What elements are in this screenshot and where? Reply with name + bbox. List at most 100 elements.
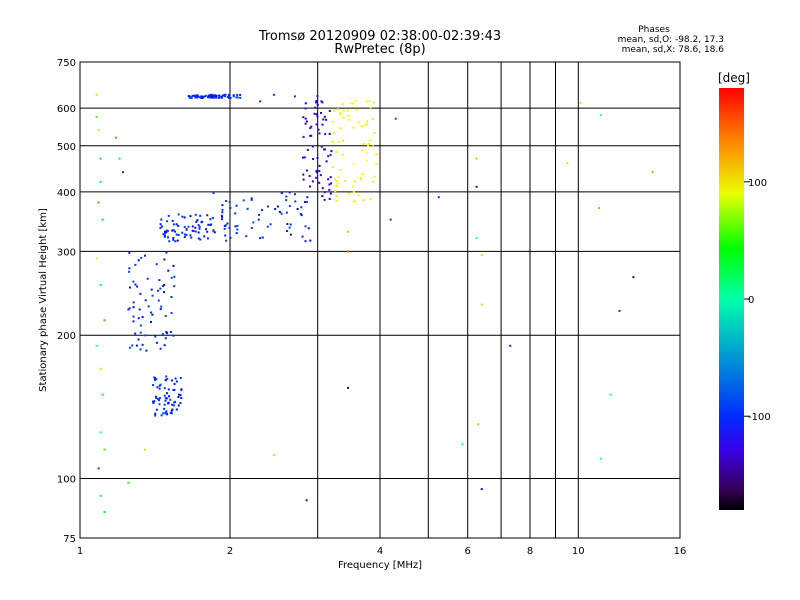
trace-point <box>179 394 182 397</box>
trace-point <box>212 230 215 233</box>
trace-point <box>226 95 229 98</box>
trace-point <box>365 122 368 125</box>
trace-point <box>189 96 192 99</box>
trace-point <box>165 412 168 415</box>
trace-point <box>217 96 220 99</box>
trace-point <box>303 156 306 159</box>
trace-point <box>347 192 350 195</box>
trace-point <box>144 254 146 257</box>
trace-point <box>229 96 232 99</box>
trace-point <box>158 279 161 282</box>
trace-point <box>163 291 165 294</box>
trace-point <box>177 213 180 216</box>
trace-point <box>146 277 149 280</box>
trace-point <box>315 170 318 173</box>
trace-point <box>330 150 333 153</box>
scatter-point <box>599 114 602 117</box>
trace-point <box>139 348 142 351</box>
trace-point <box>225 200 228 202</box>
trace-point <box>362 143 365 145</box>
trace-point <box>169 411 172 414</box>
trace-point <box>339 127 342 130</box>
trace-point <box>168 240 171 243</box>
trace-point <box>250 198 253 201</box>
x-tick-labels: 1 2 4 6 8 10 16 <box>77 546 687 557</box>
trace-point <box>128 307 131 310</box>
chart-subtitle: RwPretec (8p) <box>334 42 425 57</box>
trace-point <box>318 164 321 167</box>
trace-point <box>212 229 215 232</box>
trace-point <box>259 237 262 240</box>
trace-point <box>323 115 326 118</box>
trace-point <box>195 96 198 99</box>
trace-point <box>348 118 351 121</box>
trace-point <box>163 284 166 286</box>
trace-point <box>322 118 325 121</box>
trace-point <box>221 208 224 211</box>
y-tick-label: 200 <box>57 331 76 342</box>
scatter-point <box>99 157 102 160</box>
trace-point <box>306 148 309 151</box>
trace-point <box>167 388 170 391</box>
scatter-point <box>99 367 102 370</box>
trace-point <box>221 211 224 214</box>
scatter-point <box>101 393 104 396</box>
trace-point <box>236 96 239 99</box>
y-tick-label: 100 <box>57 475 76 486</box>
trace-point <box>155 395 157 398</box>
trace-point <box>365 159 368 162</box>
trace-point <box>159 287 162 290</box>
scatter-point <box>143 448 146 451</box>
trace-point <box>137 317 140 320</box>
trace-point <box>315 101 318 104</box>
trace-point <box>160 414 163 417</box>
trace-point <box>194 230 197 233</box>
trace-point <box>181 231 184 234</box>
trace-point <box>174 240 177 243</box>
scatter-point <box>480 253 483 256</box>
trace-point <box>304 107 307 110</box>
trace-point <box>163 234 166 237</box>
trace-point <box>329 176 332 179</box>
trace-point <box>172 264 175 267</box>
trace-point <box>200 221 203 224</box>
trace-point <box>152 384 155 387</box>
trace-point <box>300 214 303 217</box>
trace-point <box>162 412 165 415</box>
trace-point <box>132 320 135 323</box>
trace-point <box>170 276 173 279</box>
trace-point <box>155 378 158 381</box>
scatter-point <box>461 443 464 446</box>
trace-point <box>261 236 264 239</box>
trace-point <box>226 222 229 225</box>
trace-point <box>276 205 279 208</box>
scatter-point <box>114 136 117 139</box>
trace-point <box>323 148 326 151</box>
trace-point <box>195 220 198 223</box>
trace-point <box>132 301 135 304</box>
trace-point <box>164 412 167 415</box>
trace-point <box>335 194 338 197</box>
scatter-point <box>579 102 582 104</box>
trace-point <box>173 401 176 404</box>
trace-point <box>344 180 347 183</box>
trace-point <box>321 195 324 198</box>
trace-point <box>147 305 150 308</box>
trace-point <box>174 377 177 380</box>
trace-point <box>220 214 223 217</box>
trace-point <box>128 267 131 270</box>
trace-point <box>163 344 166 347</box>
trace-point <box>372 101 375 104</box>
trace-point <box>210 93 213 96</box>
trace-point <box>173 285 176 288</box>
trace-point <box>175 233 178 236</box>
trace-point <box>157 398 160 401</box>
trace-point <box>164 231 167 234</box>
trace-point <box>328 197 331 200</box>
trace-point <box>236 224 239 227</box>
trace-point <box>360 178 363 181</box>
scatter-point <box>394 117 397 120</box>
trace-point <box>250 227 253 229</box>
trace-point <box>274 208 277 210</box>
trace-point <box>329 192 332 195</box>
